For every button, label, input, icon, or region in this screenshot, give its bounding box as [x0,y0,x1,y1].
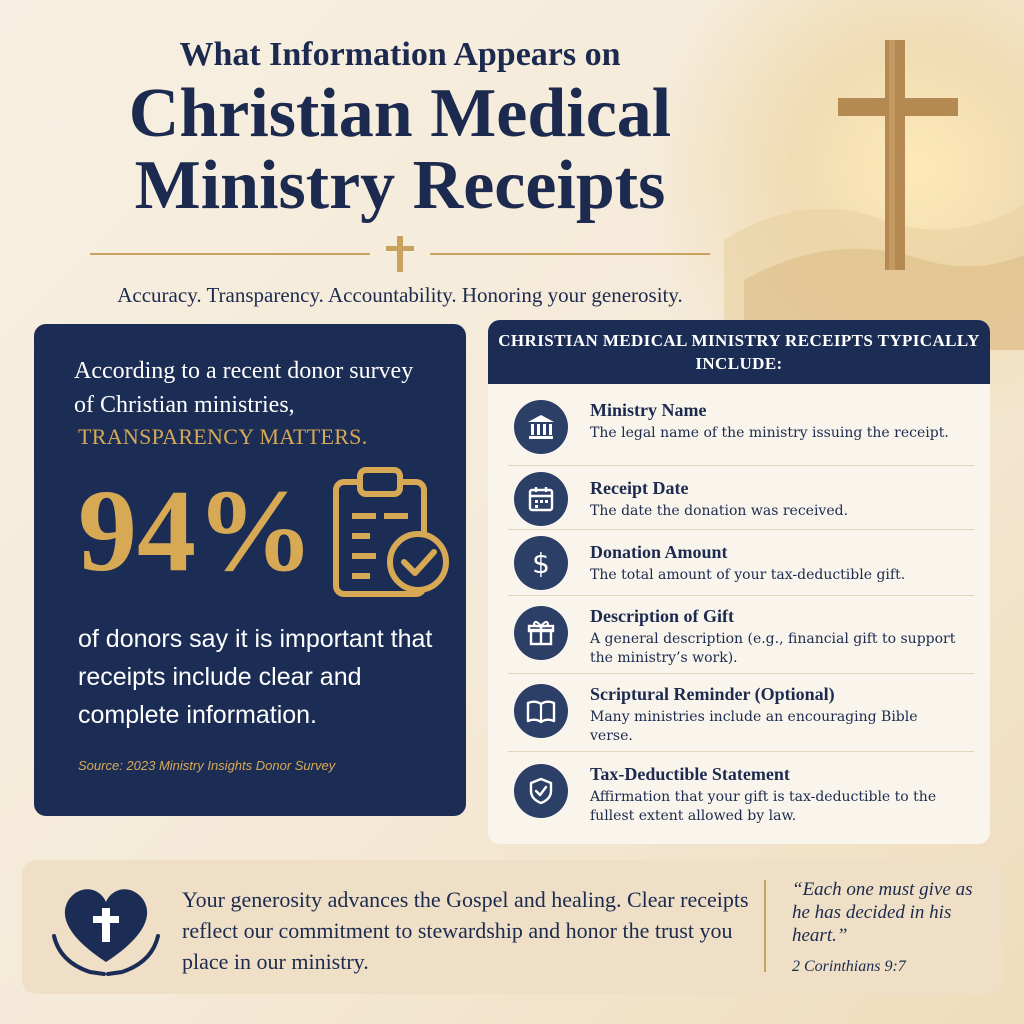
stat-description: of donors say it is important that recei… [78,625,433,729]
item-description: The total amount of your tax-deductible … [590,567,906,583]
title-divider [90,236,710,272]
clipboard-check-icon [333,467,449,597]
list-item: Ministry Name The legal name of the mini… [508,390,974,466]
item-description: Many ministries include an encouraging B… [590,709,918,744]
heart-cross-hands-icon [52,889,160,976]
stat-number: 94% [78,465,314,596]
list-header: CHRISTIAN MEDICAL MINISTRY RECEIPTS TYPI… [488,320,990,384]
banner-text: Your generosity advances the Gospel and … [182,887,749,974]
calendar-icon [514,472,568,526]
banner-divider [764,880,766,972]
scripture-quote: “Each one must give as he has decided in… [792,879,973,946]
bottom-banner: Your generosity advances the Gospel and … [22,860,1003,994]
item-description: The legal name of the ministry issuing t… [590,425,949,441]
stat-source: Source: 2023 Ministry Insights Donor Sur… [78,758,336,773]
stat-highlight: TRANSPARENCY MATTERS. [78,424,368,449]
stat-card: According to a recent donor survey of Ch… [34,324,466,816]
page-title: Christian Medical Ministry Receipts [0,78,800,222]
list-item: $ Donation Amount The total amount of yo… [508,532,974,596]
item-description: Affirmation that your gift is tax-deduct… [590,789,937,824]
title-top: What Information Appears on [179,36,621,73]
building-icon [514,400,568,454]
item-description: A general description (e.g., financial g… [590,631,956,666]
bible-icon [514,684,568,738]
tagline: Accuracy. Transparency. Accountability. … [117,283,683,307]
cross-icon [838,40,958,270]
item-description: The date the donation was received. [590,503,849,519]
item-title: Ministry Name [590,400,707,420]
item-title: Donation Amount [590,542,728,562]
item-title: Description of Gift [590,606,734,626]
receipt-contents-card: CHRISTIAN MEDICAL MINISTRY RECEIPTS TYPI… [488,320,990,844]
dollar-icon: $ [514,536,568,590]
list-item: Description of Gift A general descriptio… [508,596,974,674]
scripture-reference: 2 Corinthians 9:7 [792,958,906,975]
item-title: Receipt Date [590,478,689,498]
stat-intro: According to a recent donor survey of Ch… [74,358,414,418]
list-item: Receipt Date The date the donation was r… [508,468,974,530]
gift-icon [514,606,568,660]
shield-check-icon [514,764,568,818]
title-line-2: Ministry Receipts [134,147,666,224]
item-title: Scriptural Reminder (Optional) [590,684,835,704]
list-item: Tax-Deductible Statement Affirmation tha… [508,754,974,834]
title-line-1: Christian Medical [128,75,672,152]
list-item: Scriptural Reminder (Optional) Many mini… [508,674,974,752]
item-title: Tax-Deductible Statement [590,764,790,784]
